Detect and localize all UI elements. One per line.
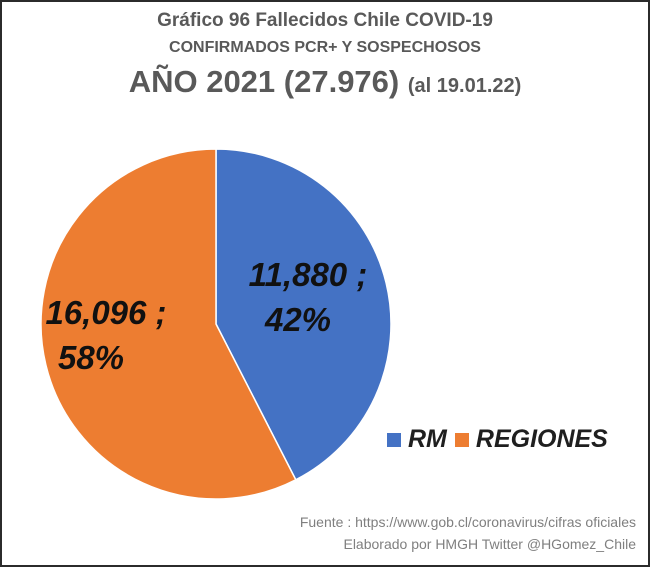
heading-main: AÑO 2021 (27.976) (128, 64, 400, 99)
pie-slice-regiones (40, 148, 297, 500)
credit-line: Elaborado por HMGH Twitter @HGomez_Chile (343, 536, 636, 552)
legend-label-rm: RM (408, 425, 447, 453)
chart-title: Gráfico 96 Fallecidos Chile COVID-19 (157, 10, 493, 31)
legend-swatch-rm (387, 432, 401, 447)
pie-slice-rm (215, 148, 392, 481)
legend-label-regiones: REGIONES (475, 425, 608, 453)
chart-heading: AÑO 2021 (27.976) (al 19.01.22) (2, 64, 648, 100)
legend-item-rm: RM (387, 425, 447, 454)
data-label-regiones: 16,096 ; 58% (45, 294, 166, 376)
data-label-rm: 11,880 ; 42% (249, 256, 368, 338)
chart-subtitle: CONFIRMADOS PCR+ Y SOSPECHOSOS (169, 39, 481, 56)
legend-swatch-regiones (454, 432, 469, 447)
heading-note: (al 19.01.22) (407, 75, 522, 97)
legend-item-regiones: REGIONES (454, 425, 608, 454)
legend: RM REGIONES (387, 425, 608, 454)
source-line: Fuente : https://www.gob.cl/coronavirus/… (299, 514, 636, 530)
